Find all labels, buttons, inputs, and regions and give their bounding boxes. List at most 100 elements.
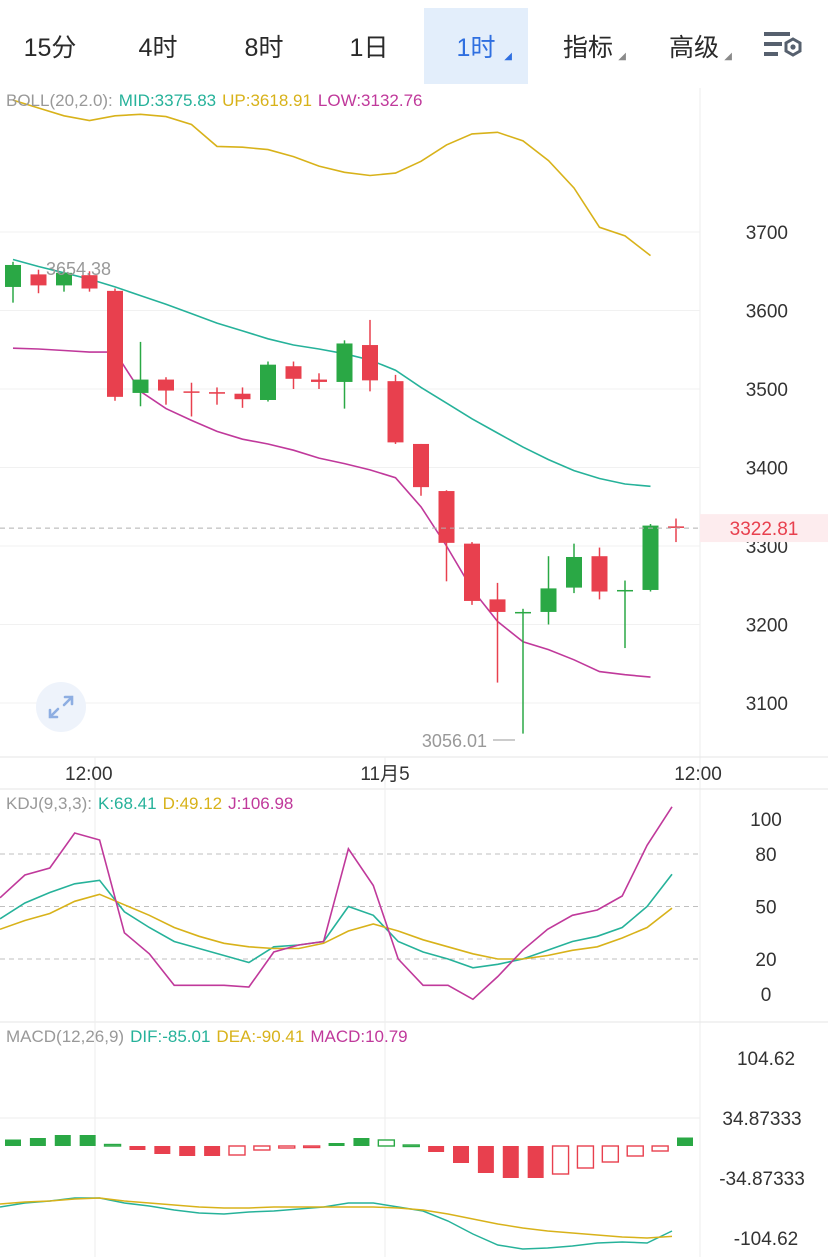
boll-indicator-name: BOLL(20,2.0): [6, 91, 113, 110]
candle-body [30, 274, 47, 286]
macd-histogram-bar [453, 1146, 469, 1163]
tab-label: 4时 [138, 34, 178, 62]
boll-legend-item: MID:3375.83 [119, 91, 216, 110]
tab-5[interactable]: 指标 ◢ [546, 8, 630, 84]
current-price-tag [700, 514, 828, 543]
macd-histogram-bar [576, 1145, 595, 1169]
macd-histogram-bar [402, 1144, 420, 1148]
macd-axis-tick: 34.87333 [722, 1109, 801, 1130]
candle-body [489, 599, 506, 612]
price-axis-tick: 3700 [746, 223, 788, 244]
tab-label: 15分 [23, 34, 77, 62]
time-axis-tick: 11月5 [360, 764, 409, 785]
chart-settings-button[interactable] [760, 26, 806, 66]
macd-histogram-bar [54, 1135, 71, 1146]
price-axis-tick: 3200 [746, 616, 788, 637]
tab-label: 8时 [244, 34, 284, 62]
price-axis-tick: 3500 [746, 380, 788, 401]
boll-legend: BOLL(20,2.0): MID:3375.83 UP:3618.91 LOW:31… [6, 91, 423, 110]
macd-histogram-bar [328, 1143, 345, 1146]
max-price-label: 3654.38 [46, 259, 111, 279]
kdj-axis-tick: 100 [750, 810, 782, 831]
macd-dea-line [0, 1197, 673, 1239]
macd-histogram-bar [502, 1146, 519, 1178]
tab-label: 1时 [456, 34, 496, 62]
candle-body [642, 525, 659, 590]
macd-legend-item: DEA:-90.41 [216, 1027, 304, 1046]
macd-histogram-bar [5, 1139, 21, 1146]
tab-4[interactable]: 1时 ◢ [424, 8, 528, 84]
macd-legend: MACD(12,26,9) DIF:-85.01 DEA:-90.41 MACD:10… [6, 1027, 408, 1046]
candle-body [234, 393, 251, 400]
kdj-legend-item: D:49.12 [163, 794, 223, 813]
chart-settings-icon [764, 32, 802, 57]
candle-body [413, 443, 429, 488]
macd-histogram-bar [103, 1143, 122, 1147]
macd-axis-tick: 104.62 [737, 1049, 795, 1070]
candle-body [591, 556, 608, 592]
boll-lower-line [12, 347, 651, 678]
macd-histogram-bar [278, 1145, 296, 1149]
macd-histogram-bar [179, 1146, 196, 1156]
candle-body [56, 272, 72, 286]
kdj-indicator-name: KDJ(9,3,3): [6, 794, 92, 813]
dropdown-triangle-icon: ◢ [504, 51, 512, 62]
macd-histogram-bar [428, 1146, 445, 1152]
macd-histogram-bar [302, 1145, 321, 1149]
price-axis-tick: 3600 [746, 302, 788, 323]
macd-histogram-bar [527, 1146, 544, 1178]
tab-2[interactable]: 8时 [222, 8, 306, 84]
candle-body [183, 391, 200, 393]
min-price-label: 3056.01 [422, 731, 487, 751]
price-axis-tick: 3400 [746, 459, 788, 480]
candle-body [209, 392, 225, 394]
macd-histogram-bar [477, 1146, 494, 1173]
macd-histogram-bar [353, 1138, 370, 1146]
boll-mid-line [12, 258, 651, 488]
macd-indicator-name: MACD(12,26,9) [6, 1027, 124, 1046]
tab-label: 1日 [349, 34, 389, 62]
candle-body [260, 364, 276, 400]
macd-legend-item: DIF:-85.01 [130, 1027, 210, 1046]
kdj-j-line [0, 806, 673, 1001]
kdj-legend-item: J:106.98 [228, 794, 293, 813]
dropdown-triangle-icon: ◢ [724, 51, 732, 62]
candle-body [5, 264, 21, 287]
macd-histogram-bar [601, 1145, 620, 1163]
macd-histogram-bar [154, 1146, 171, 1154]
macd-histogram-bar [651, 1145, 669, 1152]
macd-dif-line [0, 1197, 673, 1250]
expand-icon [48, 695, 74, 719]
macd-histogram-bar [29, 1138, 46, 1146]
candle-body [362, 345, 378, 381]
candle-body [464, 543, 480, 601]
kdj-legend-item: K:68.41 [98, 794, 157, 813]
tab-0[interactable]: 15分 [8, 8, 92, 84]
tab-6[interactable]: 高级 ◢ [652, 8, 736, 84]
macd-axis-tick: -104.62 [734, 1229, 798, 1250]
candle-body [132, 379, 149, 393]
candle-body [336, 343, 353, 382]
macd-histogram-bar [677, 1137, 693, 1146]
fullscreen-button[interactable] [36, 682, 86, 732]
macd-histogram-bar [129, 1146, 146, 1150]
boll-upper-line [12, 99, 651, 257]
dropdown-triangle-icon: ◢ [618, 51, 626, 62]
candle-body [668, 526, 684, 528]
time-axis-tick: 12:00 [674, 764, 722, 785]
boll-legend-item: UP:3618.91 [222, 91, 312, 110]
macd-histogram-bar [204, 1146, 221, 1156]
tab-label: 高级 [668, 34, 719, 62]
candle-body [81, 275, 98, 289]
price-axis-tick: 3100 [746, 694, 788, 715]
candle-body [285, 366, 302, 379]
current-price-label: 3322.81 [730, 519, 799, 540]
candle-body [515, 611, 531, 614]
candle-body [311, 379, 327, 382]
kdj-axis-tick: 50 [755, 898, 776, 919]
kline-chart: 3700 3600 3500 3400 3300 3200 3100 3322.81 3654.… [0, 88, 828, 1257]
tab-3[interactable]: 1日 [328, 8, 410, 84]
tab-1[interactable]: 4时 [116, 8, 200, 84]
macd-histogram-bar [377, 1139, 396, 1147]
price-axis-tick: 3300 [746, 537, 788, 558]
